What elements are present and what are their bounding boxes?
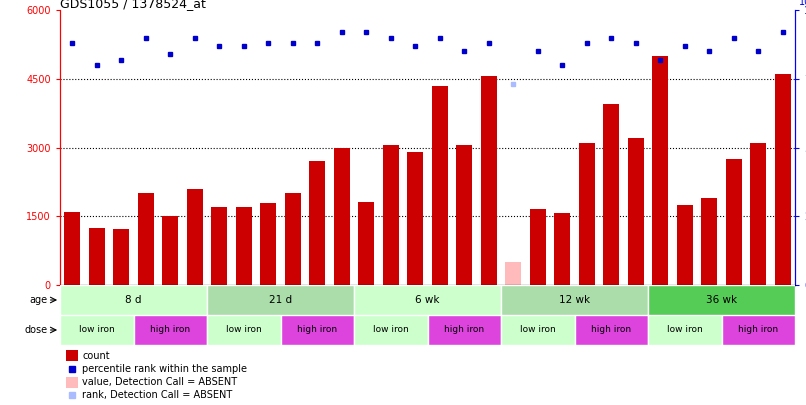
Text: high iron: high iron	[591, 326, 631, 335]
Bar	[555, 213, 570, 285]
Bar	[501, 315, 575, 345]
Bar	[575, 315, 648, 345]
Text: high iron: high iron	[297, 326, 338, 335]
Bar	[66, 377, 77, 388]
Bar	[207, 315, 280, 345]
Bar	[60, 315, 134, 345]
Bar	[427, 315, 501, 345]
Bar	[354, 315, 427, 345]
Bar	[334, 147, 350, 285]
Bar	[187, 189, 203, 285]
Text: percentile rank within the sample: percentile rank within the sample	[82, 364, 247, 374]
Text: 8 d: 8 d	[125, 295, 142, 305]
Bar	[456, 145, 472, 285]
Bar	[481, 77, 496, 285]
Bar	[211, 207, 227, 285]
Bar	[114, 229, 129, 285]
Bar	[648, 315, 721, 345]
Bar	[285, 193, 301, 285]
Bar	[603, 104, 619, 285]
Text: low iron: low iron	[667, 326, 703, 335]
Bar	[207, 285, 354, 315]
Bar	[60, 285, 207, 315]
Text: 12 wk: 12 wk	[559, 295, 590, 305]
Bar	[677, 205, 692, 285]
Bar	[432, 85, 447, 285]
Bar	[134, 315, 207, 345]
Text: value, Detection Call = ABSENT: value, Detection Call = ABSENT	[82, 377, 237, 387]
Text: low iron: low iron	[79, 326, 114, 335]
Text: high iron: high iron	[150, 326, 190, 335]
Bar	[579, 143, 595, 285]
Text: 21 d: 21 d	[269, 295, 292, 305]
Bar	[310, 161, 325, 285]
Text: 6 wk: 6 wk	[415, 295, 440, 305]
Bar	[162, 216, 178, 285]
Bar	[725, 159, 742, 285]
Bar	[354, 285, 501, 315]
Text: dose: dose	[25, 325, 48, 335]
Text: low iron: low iron	[373, 326, 409, 335]
Text: high iron: high iron	[444, 326, 484, 335]
Bar	[280, 315, 354, 345]
Text: low iron: low iron	[226, 326, 262, 335]
Text: 100%: 100%	[800, 0, 806, 7]
Text: GDS1055 / 1378524_at: GDS1055 / 1378524_at	[60, 0, 206, 10]
Bar	[260, 202, 276, 285]
Bar	[359, 202, 374, 285]
Text: high iron: high iron	[738, 326, 779, 335]
Bar	[750, 143, 767, 285]
Bar	[66, 350, 77, 361]
Bar	[775, 74, 791, 285]
Bar	[721, 315, 795, 345]
Bar	[530, 209, 546, 285]
Text: rank, Detection Call = ABSENT: rank, Detection Call = ABSENT	[82, 390, 232, 401]
Bar	[628, 139, 644, 285]
Bar	[383, 145, 399, 285]
Bar	[701, 198, 717, 285]
Bar	[501, 285, 648, 315]
Bar	[407, 152, 423, 285]
Bar	[236, 207, 251, 285]
Bar	[138, 193, 154, 285]
Bar	[89, 228, 105, 285]
Bar	[652, 56, 668, 285]
Text: low iron: low iron	[520, 326, 555, 335]
Text: 36 wk: 36 wk	[706, 295, 737, 305]
Text: age: age	[30, 295, 48, 305]
Bar	[505, 262, 521, 285]
Bar	[648, 285, 795, 315]
Text: count: count	[82, 351, 110, 361]
Bar	[64, 212, 81, 285]
